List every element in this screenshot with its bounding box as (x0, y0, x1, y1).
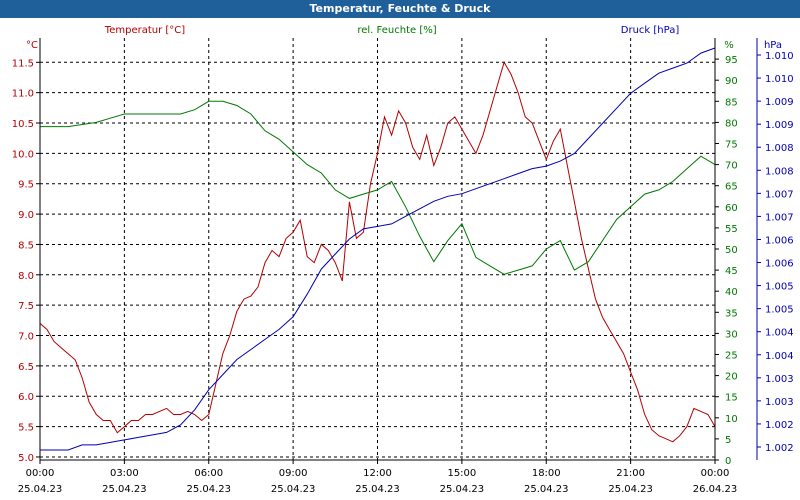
tick-label-x-time: 00:00 (701, 468, 730, 479)
tick-label-x-date: 25.04.23 (608, 484, 653, 495)
legend-humidity: rel. Feuchte [%] (357, 25, 436, 36)
plot-lines (39, 47, 716, 451)
tick-label-temperature: 6.0 (18, 392, 34, 403)
tick-label-pressure: 1.003 (765, 374, 794, 385)
tick-label-x-date: 25.04.23 (524, 484, 569, 495)
tick-label-x-date: 25.04.23 (355, 484, 400, 495)
tick-label-humidity: 70 (725, 161, 738, 172)
tick-label-humidity: 65 (725, 182, 738, 193)
tick-label-humidity: 55 (725, 224, 738, 235)
grid (40, 38, 715, 460)
tick-label-temperature: 10.0 (12, 149, 34, 160)
tick-label-x-time: 21:00 (616, 468, 645, 479)
tick-label-x-time: 06:00 (194, 468, 223, 479)
series-line-humidity (40, 100, 716, 275)
tick-label-x-time: 03:00 (110, 468, 139, 479)
tick-label-temperature: 11.0 (12, 89, 34, 100)
tick-label-humidity: 45 (725, 266, 738, 277)
tick-label-pressure: 1.006 (765, 259, 794, 270)
tick-label-humidity: 60 (725, 203, 738, 214)
tick-label-pressure: 1.002 (765, 420, 794, 431)
tick-label-temperature: 9.5 (18, 180, 34, 191)
tick-label-pressure: 1.007 (765, 189, 794, 200)
tick-label-humidity: 35 (725, 308, 738, 319)
tick-label-temperature: 8.0 (18, 271, 34, 282)
tick-label-temperature: 11.5 (12, 58, 34, 69)
tick-label-x-time: 15:00 (447, 468, 476, 479)
tick-label-humidity: 75 (725, 140, 738, 151)
axis-unit-temperature: °C (26, 40, 38, 51)
tick-label-x-time: 12:00 (363, 468, 392, 479)
tick-label-humidity: 30 (725, 329, 738, 340)
tick-label-humidity: 90 (725, 76, 738, 87)
tick-label-humidity: 15 (725, 393, 738, 404)
tick-label-humidity: 85 (725, 97, 738, 108)
tick-label-pressure: 1.010 (765, 74, 794, 85)
tick-label-temperature: 5.0 (18, 453, 34, 464)
tick-label-pressure: 1.008 (765, 166, 794, 177)
tick-label-pressure: 1.005 (765, 282, 794, 293)
window-title: Temperatur, Feuchte & Druck (0, 0, 800, 18)
tick-label-pressure: 1.008 (765, 143, 794, 154)
tick-label-x-time: 09:00 (279, 468, 308, 479)
tick-label-pressure: 1.006 (765, 235, 794, 246)
axis-unit-pressure: hPa (764, 40, 782, 51)
tick-label-humidity: 25 (725, 351, 738, 362)
tick-label-temperature: 9.0 (18, 210, 34, 221)
axis-unit-humidity: % (724, 40, 734, 51)
tick-label-humidity: 50 (725, 245, 738, 256)
tick-label-humidity: 0 (725, 456, 731, 467)
tick-label-temperature: 10.5 (12, 119, 34, 130)
legend-temperature: Temperatur [°C] (104, 25, 185, 36)
tick-label-humidity: 20 (725, 372, 738, 383)
tick-label-humidity: 80 (725, 118, 738, 129)
legend-pressure: Druck [hPa] (621, 25, 680, 36)
tick-label-x-date: 25.04.23 (18, 484, 63, 495)
tick-label-pressure: 1.003 (765, 397, 794, 408)
tick-label-x-date: 25.04.23 (440, 484, 485, 495)
tick-label-temperature: 7.5 (18, 301, 34, 312)
chart: 5.0 5.5 6.0 6.5 7.0 7.5 8.0 8.5 9.0 9.5 10.0 10.5 11… (12, 25, 794, 495)
tick-label-temperature: 7.0 (18, 332, 34, 343)
tick-label-pressure: 1.009 (765, 120, 794, 131)
tick-label-humidity: 10 (725, 414, 738, 425)
tick-label-pressure: 1.005 (765, 305, 794, 316)
tick-label-pressure: 1.002 (765, 443, 794, 454)
tick-label-x-date: 25.04.23 (102, 484, 147, 495)
tick-label-temperature: 8.5 (18, 240, 34, 251)
axes (36, 38, 761, 464)
tick-label-x-date: 26.04.23 (693, 484, 738, 495)
tick-label-humidity: 95 (725, 55, 738, 66)
tick-label-pressure: 1.004 (765, 328, 794, 339)
tick-label-x-date: 25.04.23 (186, 484, 231, 495)
tick-label-pressure: 1.004 (765, 351, 794, 362)
tick-label-pressure: 1.007 (765, 212, 794, 223)
tick-label-x-time: 18:00 (532, 468, 561, 479)
series-line-pressure (40, 47, 716, 451)
tick-label-temperature: 6.5 (18, 362, 34, 373)
tick-label-pressure: 1.009 (765, 97, 794, 108)
tick-label-humidity: 40 (725, 287, 738, 298)
tick-label-humidity: 5 (725, 435, 731, 446)
tick-label-x-date: 25.04.23 (271, 484, 316, 495)
tick-label-pressure: 1.010 (765, 51, 794, 62)
tick-label-x-time: 00:00 (26, 468, 55, 479)
labels: 5.0 5.5 6.0 6.5 7.0 7.5 8.0 8.5 9.0 9.5 10.0 10.5 11… (12, 25, 794, 495)
series-line-temperature (39, 61, 716, 443)
tick-label-temperature: 5.5 (18, 423, 34, 434)
